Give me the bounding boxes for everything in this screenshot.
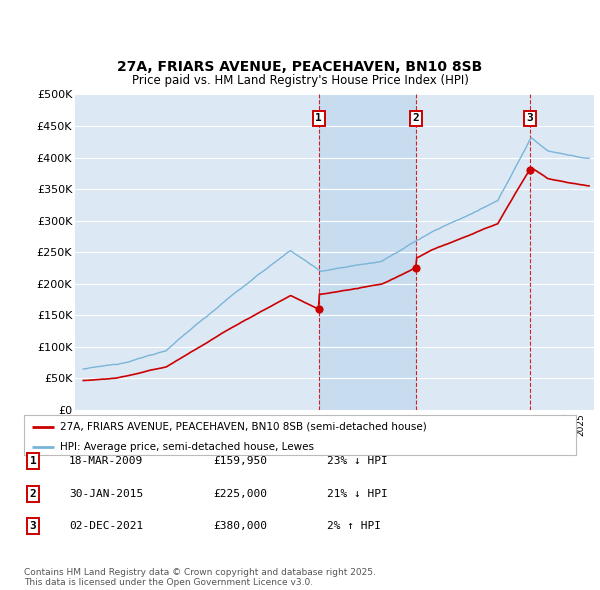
Text: 21% ↓ HPI: 21% ↓ HPI bbox=[327, 489, 388, 499]
Point bbox=[314, 304, 323, 314]
Text: 18-MAR-2009: 18-MAR-2009 bbox=[69, 457, 143, 466]
Text: £225,000: £225,000 bbox=[213, 489, 267, 499]
Text: 02-DEC-2021: 02-DEC-2021 bbox=[69, 522, 143, 531]
Text: Contains HM Land Registry data © Crown copyright and database right 2025.
This d: Contains HM Land Registry data © Crown c… bbox=[24, 568, 376, 587]
Text: 30-JAN-2015: 30-JAN-2015 bbox=[69, 489, 143, 499]
Text: £380,000: £380,000 bbox=[213, 522, 267, 531]
Point bbox=[412, 263, 421, 273]
Text: 3: 3 bbox=[526, 113, 533, 123]
Text: 27A, FRIARS AVENUE, PEACEHAVEN, BN10 8SB (semi-detached house): 27A, FRIARS AVENUE, PEACEHAVEN, BN10 8SB… bbox=[60, 422, 427, 432]
Text: 1: 1 bbox=[316, 113, 322, 123]
Text: HPI: Average price, semi-detached house, Lewes: HPI: Average price, semi-detached house,… bbox=[60, 442, 314, 452]
Text: 2: 2 bbox=[29, 489, 37, 499]
Text: Price paid vs. HM Land Registry's House Price Index (HPI): Price paid vs. HM Land Registry's House … bbox=[131, 74, 469, 87]
Text: 27A, FRIARS AVENUE, PEACEHAVEN, BN10 8SB: 27A, FRIARS AVENUE, PEACEHAVEN, BN10 8SB bbox=[118, 60, 482, 74]
Bar bbox=[319, 94, 416, 410]
Text: 2: 2 bbox=[413, 113, 419, 123]
Point bbox=[525, 165, 535, 175]
Text: 2% ↑ HPI: 2% ↑ HPI bbox=[327, 522, 381, 531]
Text: 3: 3 bbox=[29, 522, 37, 531]
Text: £159,950: £159,950 bbox=[213, 457, 267, 466]
Text: 23% ↓ HPI: 23% ↓ HPI bbox=[327, 457, 388, 466]
Text: 1: 1 bbox=[29, 457, 37, 466]
